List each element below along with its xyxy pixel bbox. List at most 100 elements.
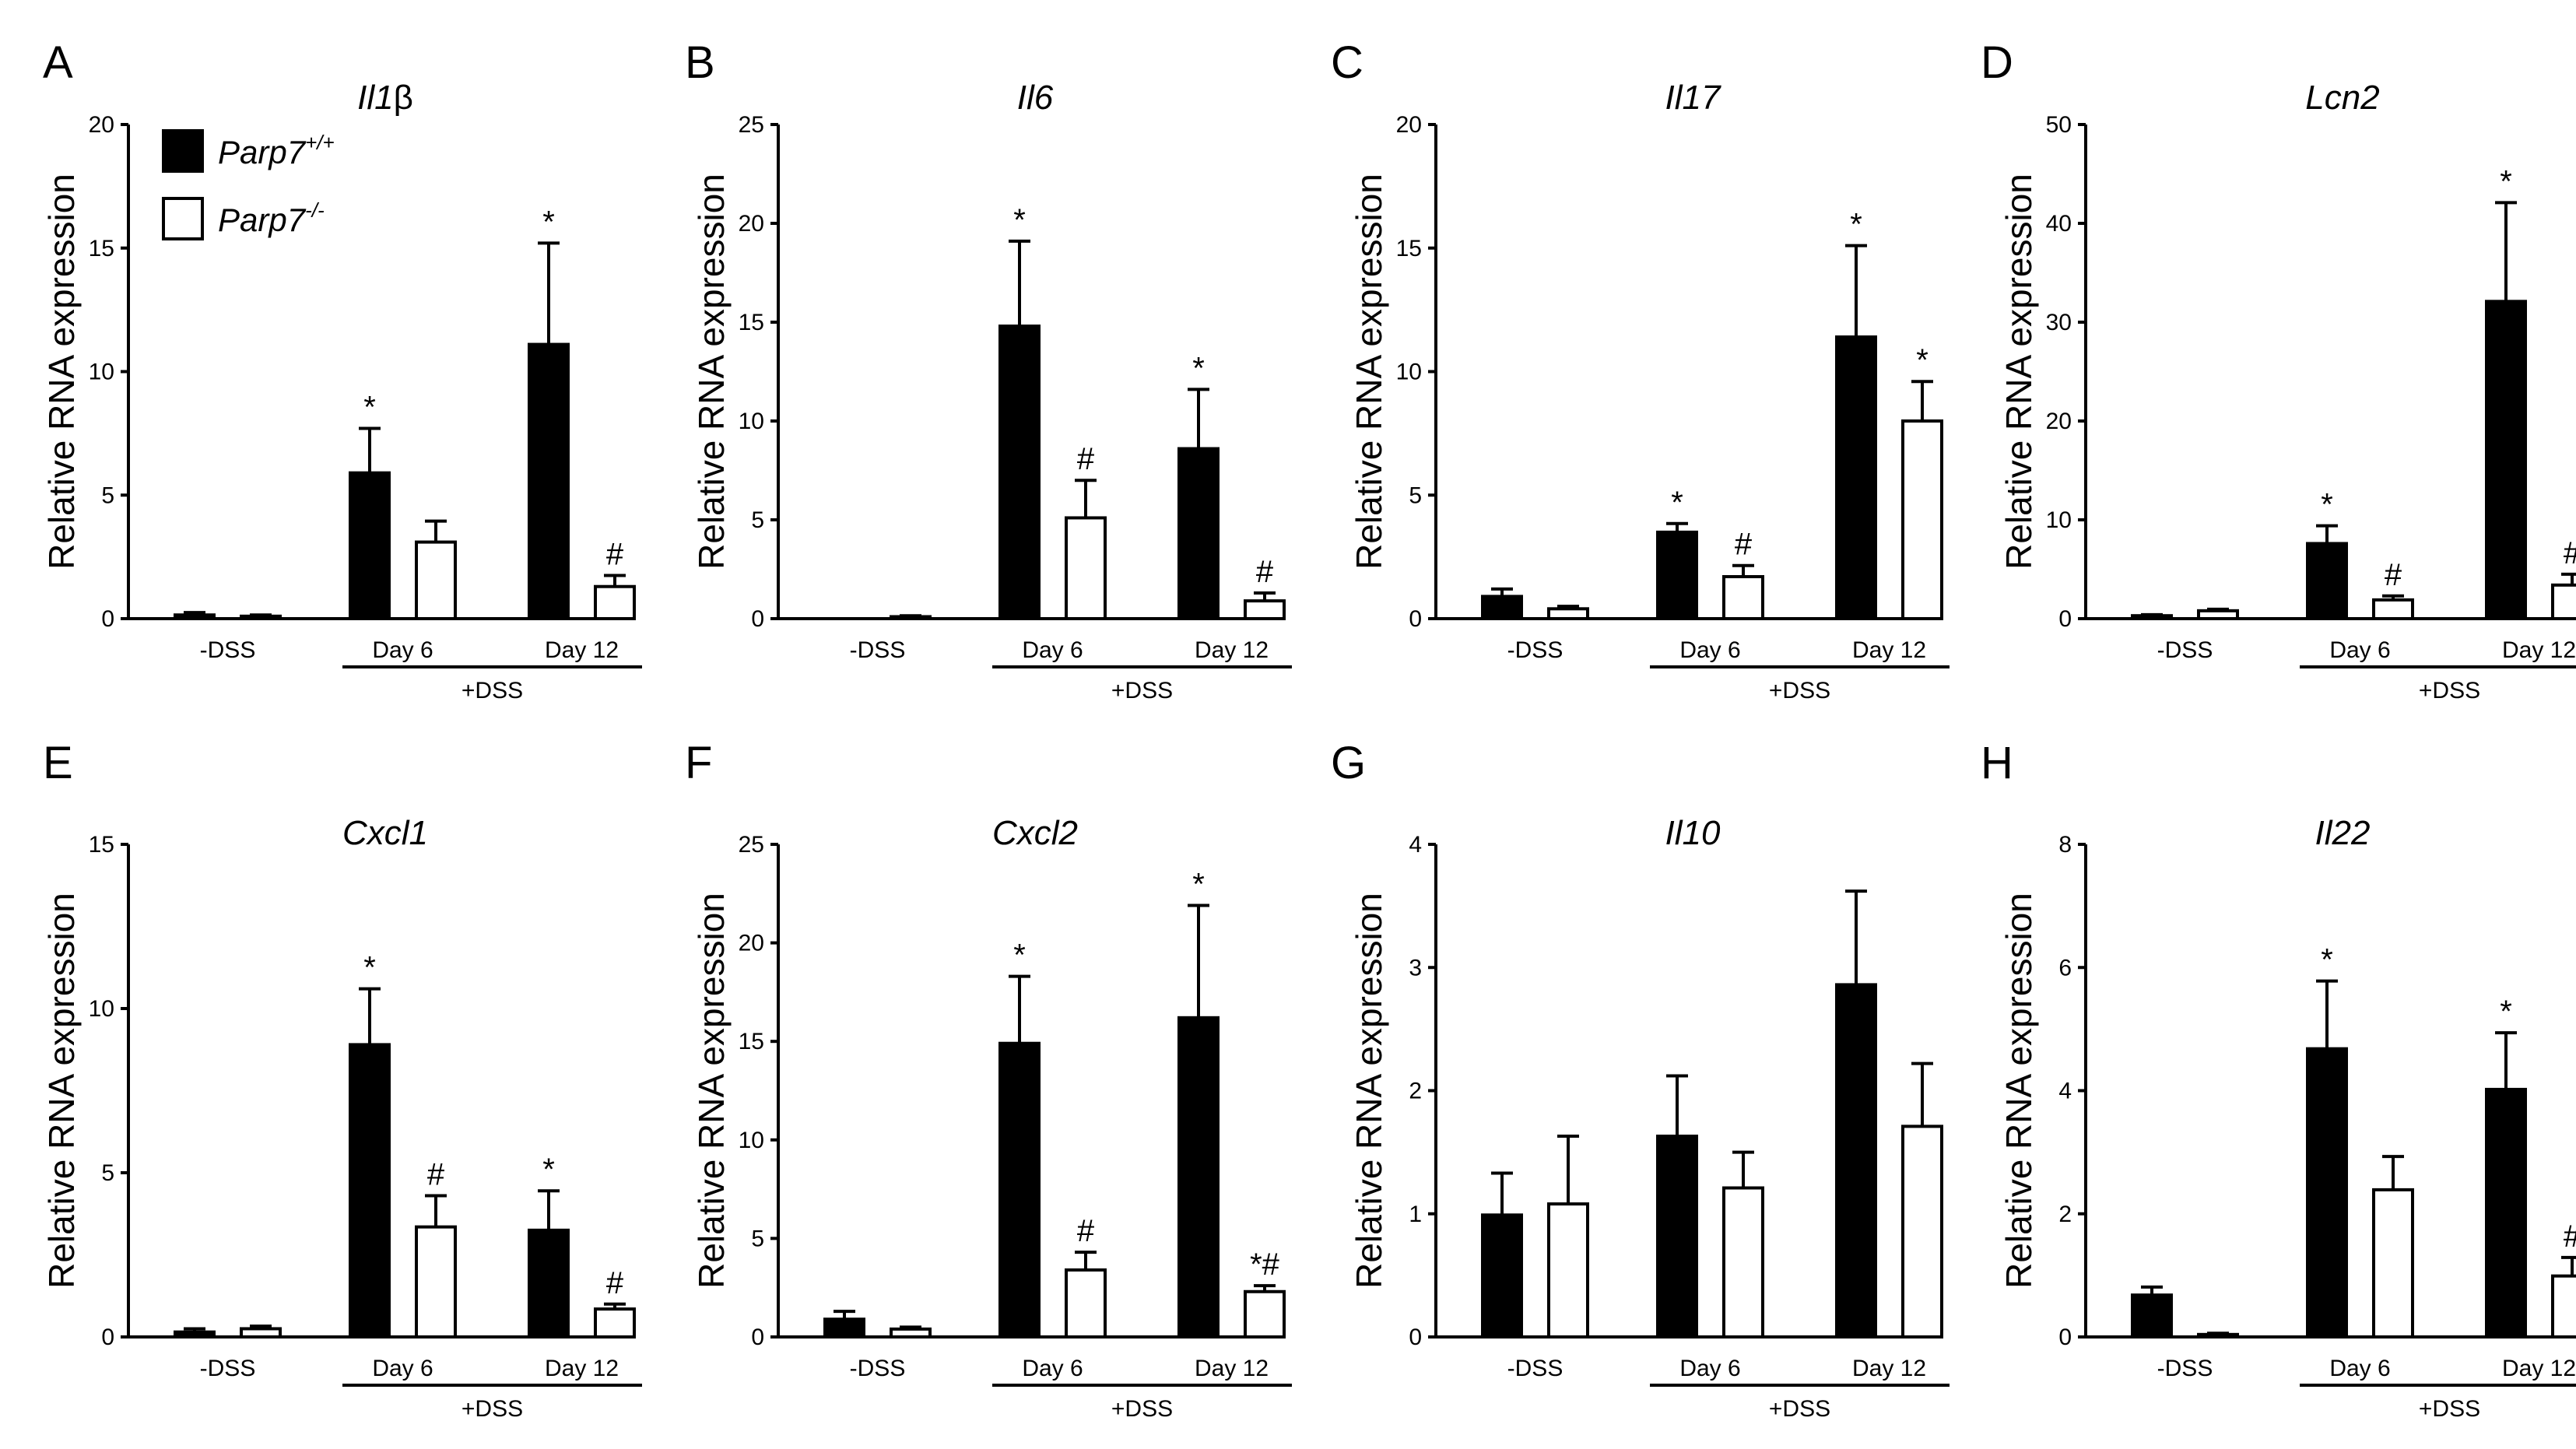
- bar-parp7-wt: [1835, 983, 1877, 1339]
- bar-parp7-ko: [1547, 607, 1589, 620]
- x-category-label: -DSS: [850, 1356, 906, 1381]
- significance-mark: #: [2385, 558, 2402, 592]
- y-tick-label: 5: [751, 507, 764, 533]
- y-tick-label: 4: [1409, 832, 1422, 858]
- y-tick-label: 20: [739, 211, 764, 237]
- bar-parp7-ko: [415, 540, 457, 621]
- significance-mark: *#: [1250, 1247, 1280, 1282]
- y-tick-label: 0: [751, 606, 764, 632]
- significance-mark: *: [1850, 208, 1862, 242]
- significance-mark: #: [1077, 442, 1095, 476]
- bar-parp7-ko: [1901, 1124, 1943, 1338]
- bar-parp7-ko: [1065, 516, 1107, 621]
- significance-mark: *: [1916, 343, 1928, 377]
- bar-parp7-wt: [1481, 1213, 1523, 1339]
- bar-parp7-ko: [1244, 599, 1286, 621]
- panel-H: H Il22 Relative RNA expression 0 2 4 6 8 -DSS * Da…: [1981, 738, 2576, 1422]
- x-category-label: Day 12: [1195, 637, 1269, 663]
- x-category-label: -DSS: [1507, 637, 1563, 663]
- significance-mark: *: [1192, 351, 1205, 385]
- y-tick-label: 40: [2046, 211, 2072, 237]
- y-axis-label: Relative RNA expression: [41, 893, 82, 1289]
- x-category-label: Day 6: [1679, 1356, 1740, 1381]
- significance-mark: #: [2564, 536, 2576, 570]
- panel-letter: F: [685, 738, 712, 788]
- y-tick-label: 1: [1409, 1202, 1422, 1227]
- y-tick-label: 8: [2058, 832, 2072, 858]
- significance-mark: #: [427, 1158, 445, 1192]
- x-category-label: Day 12: [2502, 1356, 2576, 1381]
- bar-parp7-ko: [2551, 1274, 2576, 1339]
- x-category-label: Day 6: [1022, 1356, 1083, 1381]
- x-category-label: -DSS: [200, 1356, 256, 1381]
- panel-letter: B: [685, 37, 715, 88]
- bar-parp7-ko: [890, 1327, 932, 1338]
- y-tick-label: 20: [1396, 112, 1422, 138]
- x-category-label: -DSS: [850, 637, 906, 663]
- legend-label-ko: Parp7-/-: [218, 198, 325, 238]
- legend-swatch-wt: [162, 129, 204, 173]
- y-tick-label: 15: [1396, 236, 1422, 261]
- significance-mark: #: [1077, 1214, 1095, 1248]
- y-tick-label: 5: [1409, 482, 1422, 508]
- y-tick-label: 15: [89, 832, 114, 858]
- bar-parp7-ko: [594, 584, 636, 620]
- panel-title: Il10: [1665, 814, 1721, 852]
- y-tick-label: 5: [101, 482, 114, 508]
- significance-mark: *: [2500, 995, 2512, 1029]
- y-tick-label: 30: [2046, 310, 2072, 335]
- panel-title: Cxcl1: [342, 814, 428, 852]
- y-tick-label: 0: [2058, 1324, 2072, 1350]
- panel-letter: D: [1981, 37, 2013, 88]
- panel-D: D Lcn2 Relative RNA expression 0 10 20 30 40 50 -…: [1981, 37, 2576, 703]
- bar-parp7-wt: [2131, 1293, 2173, 1338]
- y-axis-label: Relative RNA expression: [1349, 174, 1389, 570]
- significance-mark: *: [363, 391, 376, 425]
- bar-parp7-wt: [998, 325, 1041, 620]
- y-tick-label: 15: [89, 236, 114, 261]
- dss-group-label: +DSS: [462, 1396, 523, 1422]
- x-category-label: Day 12: [1852, 1356, 1926, 1381]
- legend-swatch-ko: [162, 197, 204, 240]
- y-axis-label: Relative RNA expression: [691, 174, 732, 570]
- panel-title: Cxcl2: [992, 814, 1078, 852]
- panel-G: G Il10 Relative RNA expression 0 1 2 3 4 -DSS Day…: [1331, 738, 1950, 1422]
- y-tick-label: 10: [89, 996, 114, 1022]
- x-category-label: -DSS: [200, 637, 256, 663]
- y-tick-label: 10: [739, 1128, 764, 1153]
- x-category-label: Day 12: [2502, 637, 2576, 663]
- bar-parp7-ko: [594, 1307, 636, 1339]
- bar-parp7-ko: [240, 1327, 282, 1338]
- y-tick-label: 5: [751, 1226, 764, 1251]
- significance-mark: *: [2500, 164, 2512, 198]
- bar-parp7-wt: [2306, 542, 2348, 620]
- panel-title: Il22: [2315, 814, 2371, 852]
- y-axis-label: Relative RNA expression: [41, 174, 82, 570]
- bar-parp7-ko: [1901, 419, 1943, 620]
- y-tick-label: 2: [2058, 1202, 2072, 1227]
- bar-parp7-wt: [823, 1317, 865, 1339]
- panel-letter: A: [43, 37, 73, 88]
- y-tick-label: 0: [1409, 1324, 1422, 1350]
- y-tick-label: 0: [1409, 606, 1422, 632]
- significance-mark: #: [606, 537, 624, 571]
- significance-mark: *: [363, 951, 376, 985]
- panel-C: C Il17 Relative RNA expression 0 5 10 15 20 -DSS…: [1331, 37, 1950, 703]
- bar-parp7-wt: [174, 613, 216, 620]
- y-tick-label: 0: [2058, 606, 2072, 632]
- dss-group-label: +DSS: [1769, 678, 1830, 703]
- panel-title: Il6: [1017, 79, 1054, 117]
- bar-parp7-ko: [2372, 598, 2414, 620]
- bar-parp7-ko: [1722, 1186, 1764, 1338]
- y-tick-label: 20: [89, 112, 114, 138]
- bar-parp7-wt: [1177, 1016, 1220, 1339]
- x-category-label: Day 12: [1195, 1356, 1269, 1381]
- bar-parp7-ko: [2197, 1332, 2239, 1338]
- bar-parp7-wt: [1656, 530, 1698, 620]
- bar-parp7-wt: [528, 342, 570, 620]
- y-tick-label: 3: [1409, 955, 1422, 981]
- panel-title-suffix: β: [394, 79, 413, 117]
- y-tick-label: 50: [2046, 112, 2072, 138]
- bar-parp7-wt: [1177, 447, 1220, 620]
